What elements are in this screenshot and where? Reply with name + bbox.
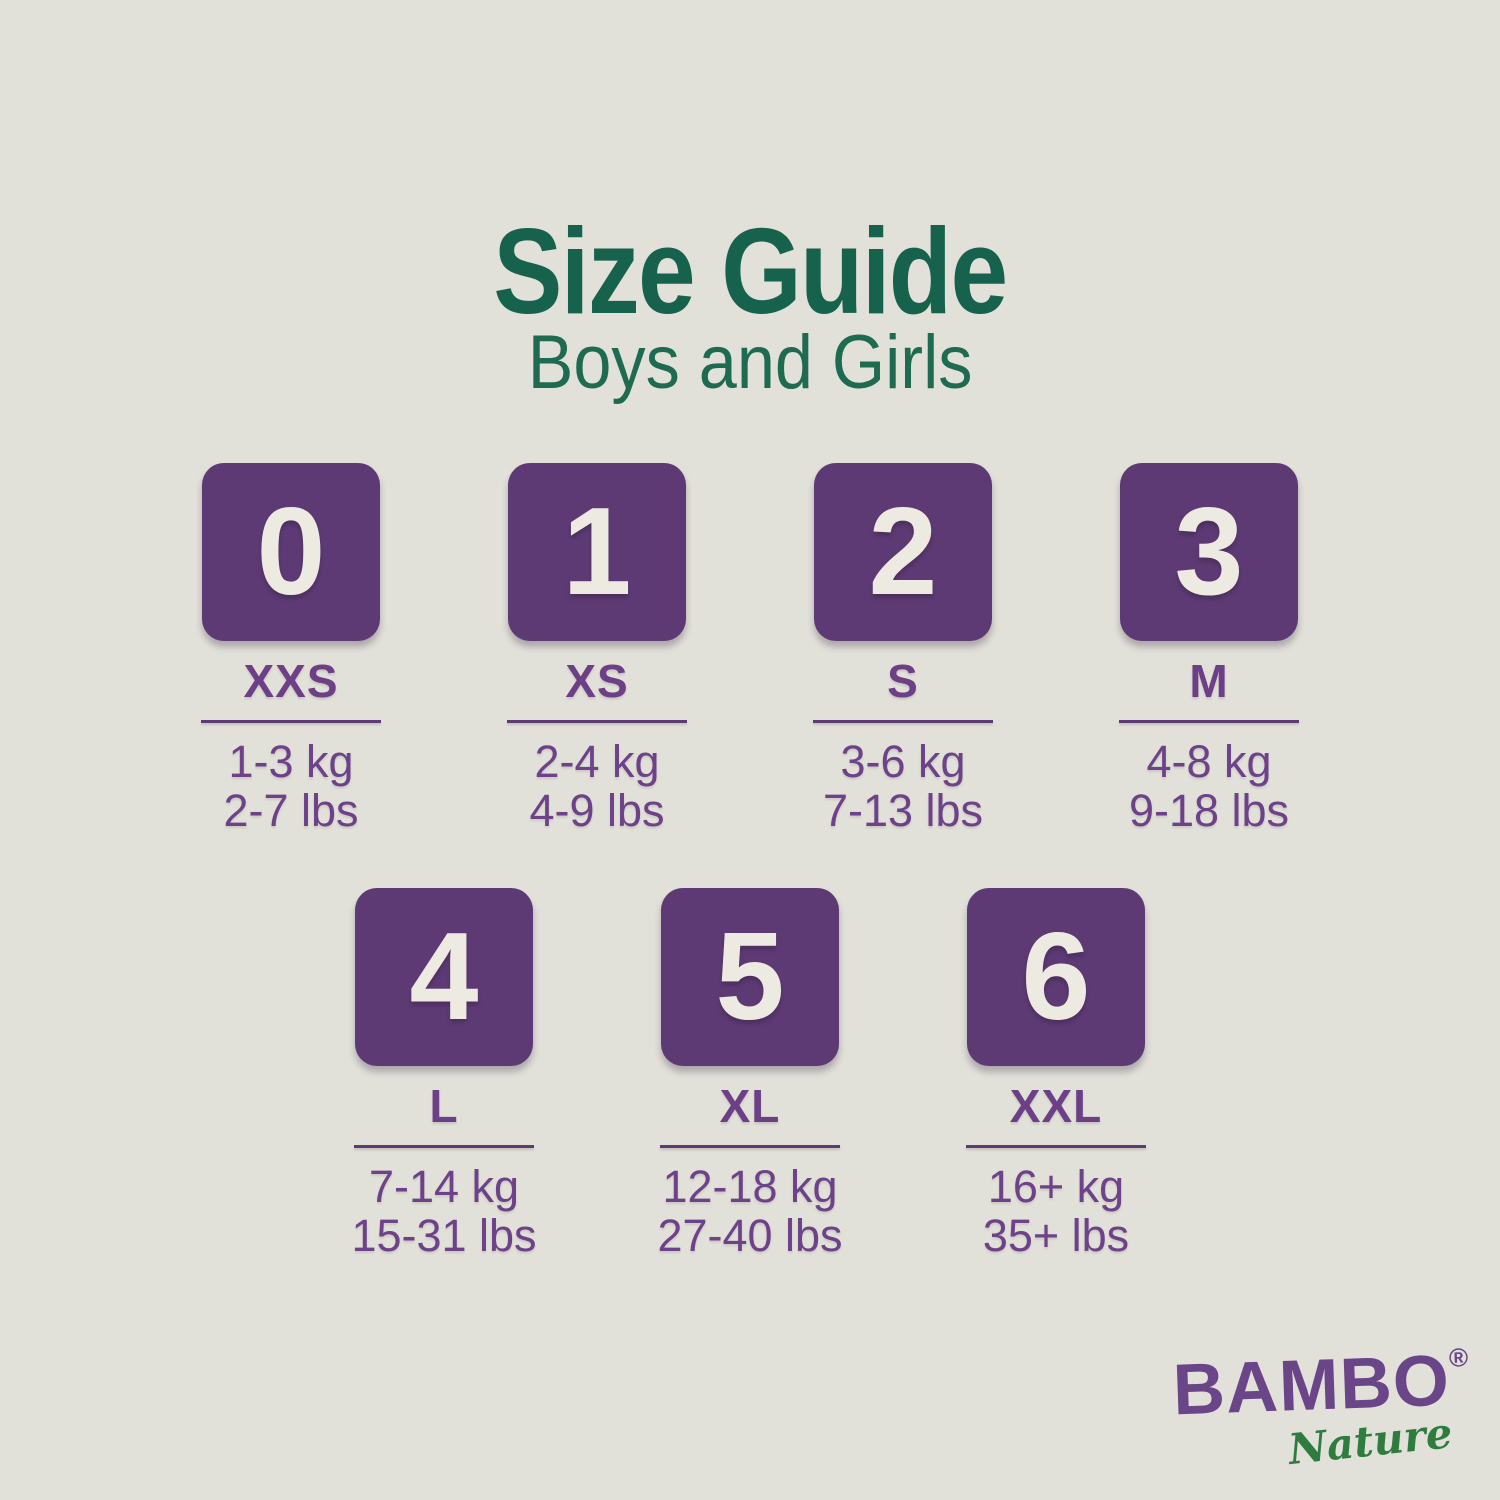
divider-line — [507, 720, 687, 723]
size-label: L — [429, 1080, 459, 1132]
divider-line — [354, 1145, 534, 1148]
divider-line — [813, 720, 993, 723]
size-number-tile: 4 — [355, 888, 533, 1066]
page-subtitle-text: Boys and Girls — [527, 320, 973, 406]
size-number-tile: 0 — [202, 463, 380, 641]
size-label: XXS — [243, 655, 339, 707]
weight-kg: 12-18 kg — [662, 1161, 838, 1212]
size-number-tile: 5 — [661, 888, 839, 1066]
weight-kg: 3-6 kg — [840, 736, 966, 787]
weight-kg: 7-14 kg — [368, 1161, 520, 1212]
weight-range: 16+ kg 35+ lbs — [982, 1161, 1130, 1261]
divider-line — [966, 1145, 1146, 1148]
divider-line — [201, 720, 381, 723]
weight-lbs: 9-18 lbs — [1128, 784, 1290, 836]
size-number: 6 — [1021, 908, 1091, 1046]
weight-kg: 1-3 kg — [228, 736, 354, 787]
size-number-tile: 2 — [814, 463, 992, 641]
weight-kg: 16+ kg — [987, 1161, 1125, 1212]
size-label: S — [887, 655, 919, 707]
size-item-3: 3 M 4-8 kg 9-18 lbs — [1056, 463, 1362, 835]
page-subtitle: Boys and Girls — [0, 325, 1500, 401]
weight-lbs: 35+ lbs — [982, 1209, 1130, 1261]
size-label: XXL — [1009, 1080, 1103, 1132]
size-number-tile: 6 — [967, 888, 1145, 1066]
size-row-bottom: 4 L 7-14 kg 15-31 lbs 5 XL 12-18 kg 27-4… — [0, 888, 1500, 1260]
weight-range: 3-6 kg 7-13 lbs — [822, 736, 984, 836]
size-item-5: 5 XL 12-18 kg 27-40 lbs — [597, 888, 903, 1260]
size-number: 5 — [715, 908, 785, 1046]
weight-kg: 4-8 kg — [1146, 736, 1272, 787]
weight-range: 4-8 kg 9-18 lbs — [1128, 736, 1290, 836]
weight-range: 12-18 kg 27-40 lbs — [657, 1161, 843, 1261]
weight-lbs: 4-9 lbs — [529, 784, 665, 836]
size-number: 0 — [256, 483, 326, 621]
page-title-text: Size Guide — [493, 202, 1008, 339]
size-number: 3 — [1174, 483, 1244, 621]
size-row-top: 0 XXS 1-3 kg 2-7 lbs 1 XS 2-4 kg 4-9 lbs… — [0, 463, 1500, 835]
size-item-4: 4 L 7-14 kg 15-31 lbs — [291, 888, 597, 1260]
size-number: 2 — [868, 483, 938, 621]
size-number: 4 — [409, 908, 479, 1046]
size-item-1: 1 XS 2-4 kg 4-9 lbs — [444, 463, 750, 835]
weight-range: 2-4 kg 4-9 lbs — [529, 736, 665, 836]
weight-lbs: 7-13 lbs — [822, 784, 984, 836]
divider-line — [1119, 720, 1299, 723]
divider-line — [660, 1145, 840, 1148]
weight-range: 1-3 kg 2-7 lbs — [223, 736, 359, 836]
size-label: M — [1189, 655, 1229, 707]
size-label: XS — [565, 655, 629, 707]
size-item-2: 2 S 3-6 kg 7-13 lbs — [750, 463, 1056, 835]
brand-logo: BAMBO® Nature — [1171, 1341, 1470, 1474]
size-number: 1 — [562, 483, 632, 621]
weight-lbs: 15-31 lbs — [351, 1209, 537, 1261]
weight-range: 7-14 kg 15-31 lbs — [351, 1161, 537, 1261]
size-number-tile: 3 — [1120, 463, 1298, 641]
weight-lbs: 2-7 lbs — [223, 784, 359, 836]
size-item-6: 6 XXL 16+ kg 35+ lbs — [903, 888, 1209, 1260]
size-number-tile: 1 — [508, 463, 686, 641]
page-title: Size Guide — [0, 210, 1500, 332]
registered-trademark-icon: ® — [1448, 1342, 1469, 1373]
size-label: XL — [719, 1080, 781, 1132]
size-item-0: 0 XXS 1-3 kg 2-7 lbs — [138, 463, 444, 835]
weight-lbs: 27-40 lbs — [657, 1209, 843, 1261]
weight-kg: 2-4 kg — [534, 736, 660, 787]
